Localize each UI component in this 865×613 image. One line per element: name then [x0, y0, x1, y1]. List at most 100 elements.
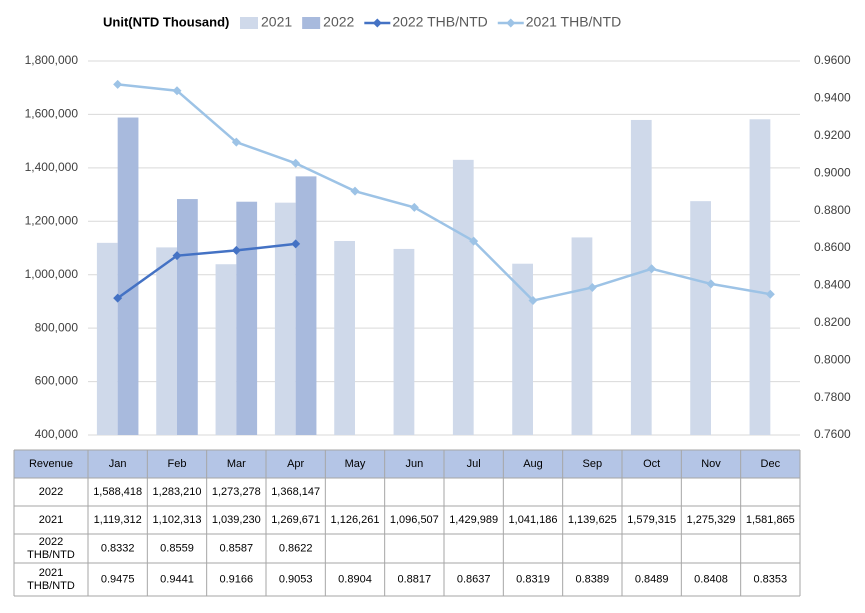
- line-marker: [172, 251, 182, 261]
- y-tick-label: 400,000: [35, 427, 79, 441]
- y-tick-label: 1,400,000: [25, 160, 79, 174]
- table-header: Mar: [227, 458, 246, 470]
- line-marker: [113, 293, 123, 303]
- bar: [630, 119, 652, 436]
- table-header: Feb: [168, 458, 187, 470]
- y-tick-label: 800,000: [35, 320, 79, 334]
- line-marker: [587, 282, 597, 292]
- table-cell: 1,039,230: [212, 514, 261, 526]
- legend-label: 2021 THB/NTD: [526, 14, 621, 30]
- table-cell: 1,041,186: [509, 514, 558, 526]
- legend-label: 2021: [261, 14, 292, 30]
- bar: [571, 237, 593, 435]
- table-row-label: 2021: [39, 514, 63, 526]
- bar: [274, 202, 296, 435]
- table-cell: 0.8622: [279, 542, 313, 554]
- line-marker: [350, 186, 360, 196]
- table-cell: 0.8353: [754, 573, 788, 585]
- line-marker: [469, 236, 479, 246]
- table-cell: 0.9053: [279, 573, 313, 585]
- table-header: Revenue: [29, 458, 73, 470]
- table-header: Sep: [583, 458, 603, 470]
- line-marker: [172, 86, 182, 96]
- table-cell: 1,283,210: [153, 486, 202, 498]
- legend-swatch: [302, 17, 321, 29]
- table-cell: 0.9475: [101, 573, 135, 585]
- table-cell: 1,581,865: [746, 514, 795, 526]
- line: [117, 83, 771, 302]
- table-cell: 1,096,507: [390, 514, 439, 526]
- y-tick-label: 1,800,000: [25, 53, 79, 67]
- table-cell: 0.8904: [338, 573, 372, 585]
- line: [116, 242, 296, 300]
- table-cell: 0.9441: [160, 573, 194, 585]
- legend-label: 2022 THB/NTD: [392, 14, 487, 30]
- table-cell: 0.9166: [220, 573, 254, 585]
- table-header: Oct: [643, 458, 660, 470]
- table-header: Nov: [701, 458, 721, 470]
- table-cell: 1,273,278: [212, 486, 261, 498]
- table-cell: 0.8489: [635, 573, 669, 585]
- legend-item: 2022 THB/NTD: [364, 14, 488, 30]
- bar: [215, 264, 237, 435]
- line-marker: [528, 296, 538, 306]
- table-header: Apr: [287, 458, 304, 470]
- line-marker: [765, 289, 775, 299]
- line-marker: [706, 279, 716, 289]
- y2-tick-label: 0.8600: [814, 240, 851, 254]
- bar: [749, 119, 771, 436]
- legend-item: 2021 THB/NTD: [497, 14, 621, 30]
- table-cell: 1,275,329: [687, 514, 736, 526]
- line-marker: [231, 137, 241, 147]
- bar: [393, 248, 415, 435]
- table-cell: 0.8587: [220, 542, 254, 554]
- y-tick-label: 1,200,000: [25, 213, 79, 227]
- y2-tick-label: 0.8400: [814, 278, 851, 292]
- y2-tick-label: 0.7600: [814, 427, 851, 441]
- table-cell: 1,119,312: [94, 514, 142, 526]
- table-cell: 0.8332: [101, 542, 135, 554]
- table-row-label: 2021 THB/NTD: [27, 567, 75, 592]
- legend-swatch: [506, 18, 516, 28]
- line-marker: [113, 79, 123, 89]
- y2-tick-label: 0.8000: [814, 352, 851, 366]
- legend-swatch: [372, 18, 382, 28]
- table-cell: 1,429,989: [449, 514, 498, 526]
- bar: [117, 117, 139, 436]
- table-header: Jun: [405, 458, 423, 470]
- legend-item: 2021: [240, 14, 292, 30]
- y-tick-label: 600,000: [35, 374, 79, 388]
- table-cell: 0.8319: [516, 573, 550, 585]
- legend-item: 2022: [302, 14, 355, 30]
- table-row-label: 2022 THB/NTD: [27, 536, 75, 561]
- table-cell: 1,269,671: [271, 514, 320, 526]
- y-tick-label: 1,000,000: [25, 267, 79, 281]
- table-cell: 1,579,315: [627, 514, 676, 526]
- unit-label: Unit(NTD Thousand): [103, 14, 229, 29]
- y2-tick-label: 0.9000: [814, 165, 851, 179]
- table-header: May: [345, 458, 366, 470]
- bar: [512, 263, 533, 435]
- bar: [236, 201, 258, 435]
- table-header-bg: [14, 450, 800, 478]
- table-cell: 0.8559: [160, 542, 194, 554]
- table-row-label: 2022: [39, 486, 63, 498]
- line-marker: [647, 264, 657, 274]
- line-marker: [291, 158, 301, 168]
- y-tick-label: 1,600,000: [25, 107, 79, 121]
- y2-tick-label: 0.8200: [814, 315, 851, 329]
- table-header: Jan: [109, 458, 127, 470]
- y2-tick-label: 0.9400: [814, 91, 851, 105]
- table-cell: 0.8637: [457, 573, 491, 585]
- legend-swatch: [240, 17, 258, 29]
- table-cell: 1,139,625: [568, 514, 617, 526]
- bar: [334, 240, 355, 435]
- table-header: Aug: [523, 458, 543, 470]
- bar: [156, 247, 177, 435]
- line-marker: [231, 245, 241, 255]
- line-marker: [409, 202, 419, 212]
- line-marker: [291, 239, 301, 249]
- table-cell: 0.8817: [398, 573, 432, 585]
